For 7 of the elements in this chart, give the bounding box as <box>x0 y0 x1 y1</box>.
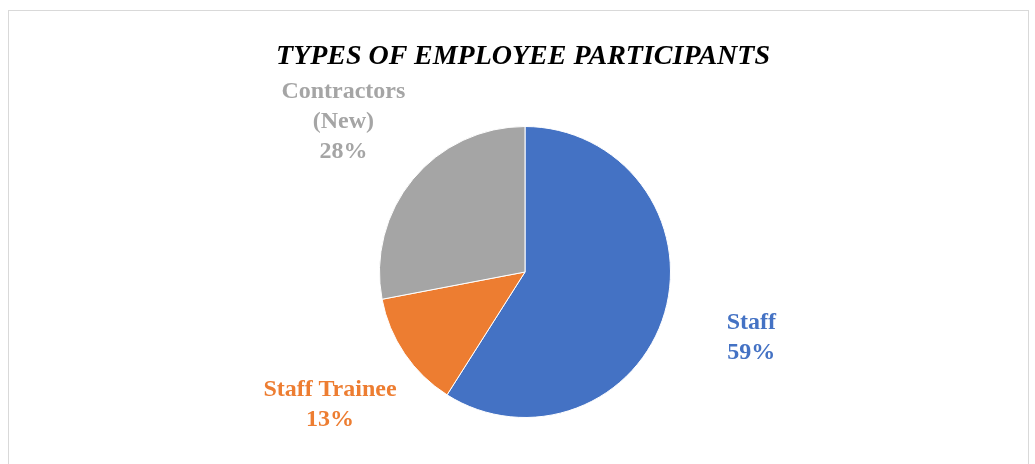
slice-label: Staff Trainee <box>263 374 397 401</box>
data-label: 28% <box>319 136 368 163</box>
chart-title: TYPES OF EMPLOYEE PARTICIPANTS <box>276 39 770 71</box>
slice-label: Staff <box>726 307 778 334</box>
data-label: 13% <box>306 404 355 431</box>
slice-label: Contractors (New) <box>281 76 406 133</box>
data-label: 59% <box>727 337 776 364</box>
